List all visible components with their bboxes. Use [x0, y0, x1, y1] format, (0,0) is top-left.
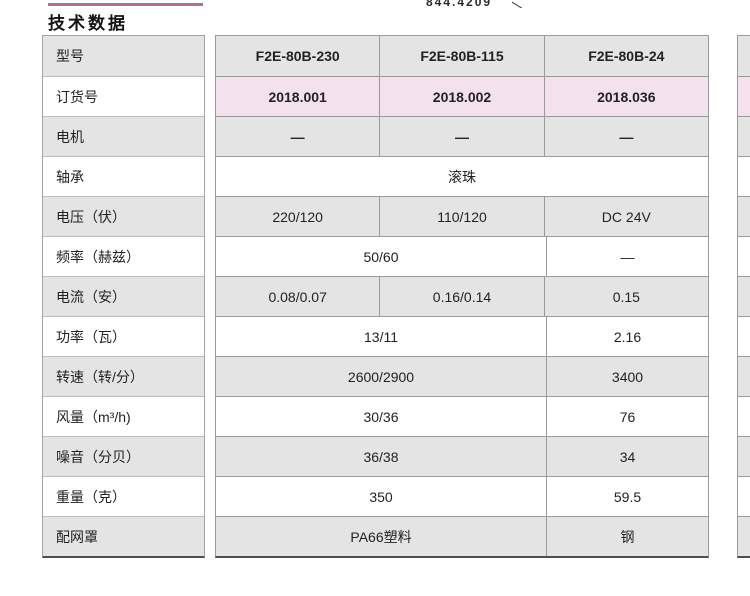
cell-model-2: F2E-80B-115 [379, 36, 544, 76]
cell-order-3: 2018.036 [543, 77, 708, 116]
cell-airflow-span2: 30/36 [216, 397, 546, 436]
cell-model-1: F2E-80B-230 [216, 36, 380, 76]
spec-table-label-column: 型号 订货号 电机 轴承 电压（伏） 频率（赫兹） 电流（安） 功率（瓦） 转速… [42, 35, 205, 558]
cell-power-span2: 13/11 [216, 317, 546, 356]
cell-current-3: 0.15 [543, 277, 708, 316]
cell-order-2: 2018.002 [379, 77, 544, 116]
cell-grille-span2: PA66塑料 [216, 517, 546, 556]
spec-table-data-grid: F2E-80B-230 F2E-80B-115 F2E-80B-24 2018.… [215, 35, 709, 558]
row-label-current: 电流（安） [43, 276, 204, 316]
cell-speed-span2: 2600/2900 [216, 357, 546, 396]
row-label-airflow: 风量（m³/h) [43, 396, 204, 436]
row-order-no: 2018.001 2018.002 2018.036 [216, 76, 708, 116]
partial-cutoff-stroke [511, 1, 524, 8]
row-grille: PA66塑料 钢 [216, 516, 708, 556]
cell-power-3: 2.16 [546, 317, 708, 356]
row-label-power: 功率（瓦） [43, 316, 204, 356]
cell-current-1: 0.08/0.07 [216, 277, 380, 316]
cell-noise-span2: 36/38 [216, 437, 546, 476]
row-bearing: 滚珠 [216, 156, 708, 196]
row-label-noise: 噪音（分贝） [43, 436, 204, 476]
cell-motor-1: — [216, 117, 380, 156]
row-label-frequency: 频率（赫兹） [43, 236, 204, 276]
partial-cutoff-text: 844.4209 [424, 0, 524, 8]
row-speed: 2600/2900 3400 [216, 356, 708, 396]
row-current: 0.08/0.07 0.16/0.14 0.15 [216, 276, 708, 316]
row-label-speed: 转速（转/分） [43, 356, 204, 396]
adjacent-table-partial [737, 35, 750, 558]
title-accent-line [48, 3, 203, 6]
cell-speed-3: 3400 [546, 357, 708, 396]
row-label-weight: 重量（克） [43, 476, 204, 516]
cell-voltage-2: 110/120 [379, 197, 544, 236]
row-frequency: 50/60 — [216, 236, 708, 276]
row-voltage: 220/120 110/120 DC 24V [216, 196, 708, 236]
cell-noise-3: 34 [546, 437, 708, 476]
cell-weight-span2: 350 [216, 477, 546, 516]
row-label-grille: 配网罩 [43, 516, 204, 556]
cell-motor-2: — [379, 117, 544, 156]
partial-cutoff-label: 844.4209 [424, 0, 494, 8]
row-motor: — — — [216, 116, 708, 156]
cell-current-2: 0.16/0.14 [379, 277, 544, 316]
cell-weight-3: 59.5 [546, 477, 708, 516]
row-airflow: 30/36 76 [216, 396, 708, 436]
cell-frequency-3: — [546, 237, 708, 276]
row-label-order-no: 订货号 [43, 76, 204, 116]
row-label-voltage: 电压（伏） [43, 196, 204, 236]
cell-airflow-3: 76 [546, 397, 708, 436]
row-weight: 350 59.5 [216, 476, 708, 516]
cell-order-1: 2018.001 [216, 77, 380, 116]
cell-bearing-span: 滚珠 [216, 157, 708, 196]
page-title: 技术数据 [48, 14, 128, 33]
row-label-motor: 电机 [43, 116, 204, 156]
row-power: 13/11 2.16 [216, 316, 708, 356]
cell-frequency-span2: 50/60 [216, 237, 546, 276]
cell-model-3: F2E-80B-24 [543, 36, 708, 76]
cell-voltage-3: DC 24V [543, 197, 708, 236]
cell-motor-3: — [543, 117, 708, 156]
row-noise: 36/38 34 [216, 436, 708, 476]
cell-voltage-1: 220/120 [216, 197, 380, 236]
row-model: F2E-80B-230 F2E-80B-115 F2E-80B-24 [216, 36, 708, 76]
cell-grille-3: 钢 [546, 517, 708, 556]
row-label-bearing: 轴承 [43, 156, 204, 196]
row-label-model: 型号 [43, 36, 204, 76]
